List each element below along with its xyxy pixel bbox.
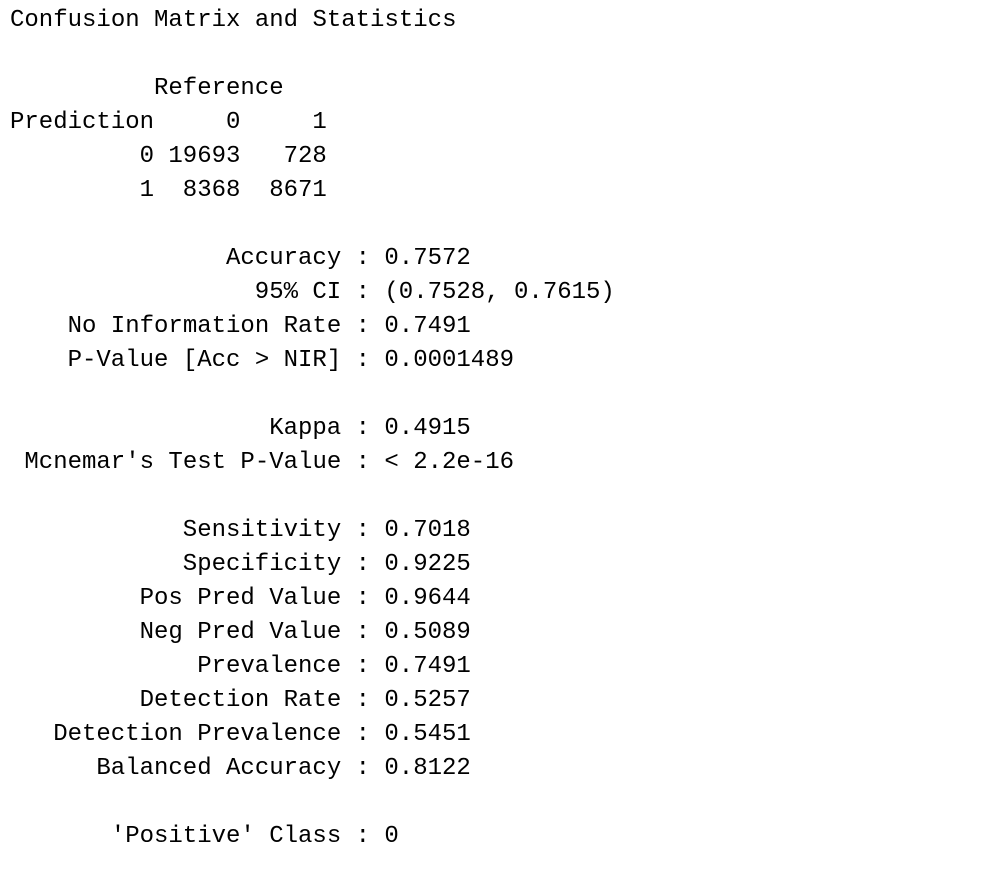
title: Confusion Matrix and Statistics [10, 7, 457, 34]
separator: : [355, 585, 370, 612]
cell-value: 728 [283, 143, 327, 170]
stat-label: Sensitivity [182, 517, 342, 544]
stat-value: 0.0001489 [384, 347, 515, 374]
stat-label: Balanced Accuracy [96, 755, 342, 782]
row-label: 0 [139, 143, 154, 170]
reference-label: Reference [154, 75, 284, 102]
stat-label: P-Value [Acc > NIR] [67, 347, 342, 374]
separator: : [355, 721, 370, 748]
row-label: 1 [139, 177, 154, 204]
stat-label: 'Positive' Class [110, 823, 342, 850]
separator: : [355, 415, 370, 442]
stat-value: 0.5257 [384, 687, 471, 714]
stat-value: 0.4915 [384, 415, 471, 442]
stat-label: 95% CI [254, 279, 342, 306]
stat-value: 0.7572 [384, 245, 471, 272]
cell-value: 8671 [269, 177, 327, 204]
stat-label: Neg Pred Value [139, 619, 342, 646]
separator: : [355, 551, 370, 578]
separator: : [355, 347, 370, 374]
stat-value: < 2.2e-16 [384, 449, 515, 476]
prediction-label: Prediction [10, 109, 155, 136]
cell-value: 19693 [168, 143, 241, 170]
stat-value: 0.8122 [384, 755, 471, 782]
stat-label: Accuracy [226, 245, 342, 272]
separator: : [355, 687, 370, 714]
stat-value: 0.5451 [384, 721, 471, 748]
stat-label: No Information Rate [67, 313, 342, 340]
separator: : [355, 313, 370, 340]
stat-label: Pos Pred Value [139, 585, 342, 612]
column-header: 1 [312, 109, 327, 136]
stat-label: Prevalence [197, 653, 342, 680]
stat-value: 0.7491 [384, 653, 471, 680]
stat-value: 0.9225 [384, 551, 471, 578]
stat-value: 0.7018 [384, 517, 471, 544]
separator: : [355, 245, 370, 272]
stat-value: 0.7491 [384, 313, 471, 340]
stat-value: (0.7528, 0.7615) [384, 279, 615, 306]
separator: : [355, 755, 370, 782]
separator: : [355, 279, 370, 306]
separator: : [355, 449, 370, 476]
stat-label: Detection Rate [139, 687, 342, 714]
stat-value: 0.9644 [384, 585, 471, 612]
stat-label: Mcnemar's Test P-Value [24, 449, 342, 476]
stat-label: Specificity [182, 551, 342, 578]
cell-value: 8368 [182, 177, 241, 204]
column-header: 0 [226, 109, 241, 136]
separator: : [355, 517, 370, 544]
stat-label: Kappa [269, 415, 342, 442]
separator: : [355, 619, 370, 646]
separator: : [355, 823, 370, 850]
stat-label: Detection Prevalence [53, 721, 342, 748]
stat-value: 0 [384, 823, 399, 850]
separator: : [355, 653, 370, 680]
stat-value: 0.5089 [384, 619, 471, 646]
